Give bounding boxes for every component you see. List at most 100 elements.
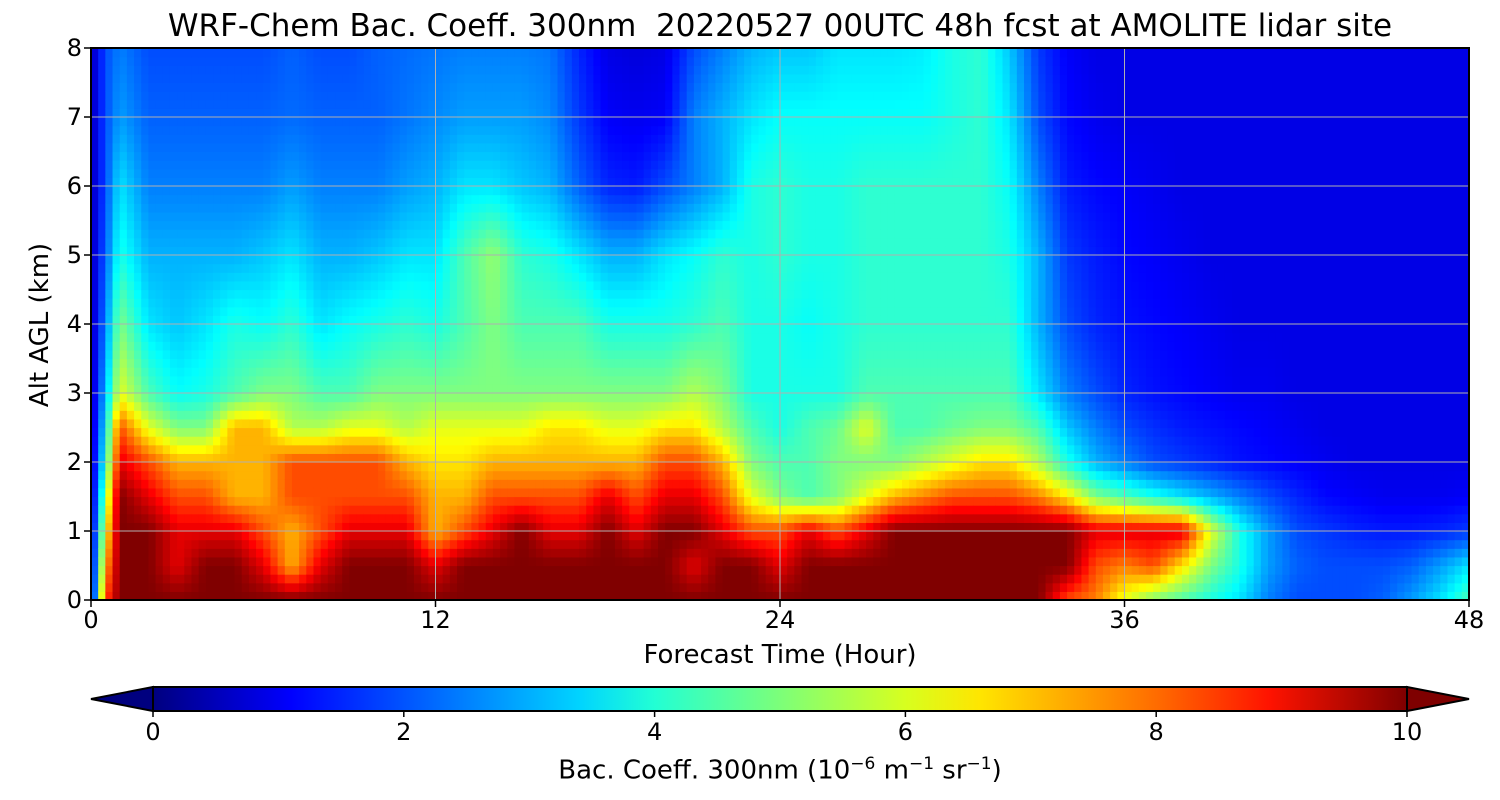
heatmap-cell — [392, 358, 401, 368]
heatmap-cell — [134, 513, 142, 523]
heatmap-cell — [636, 539, 645, 549]
heatmap-cell — [134, 151, 142, 161]
heatmap-cell — [126, 73, 135, 84]
heatmap-cell — [148, 332, 157, 342]
heatmap-cell — [349, 82, 358, 92]
heatmap-cell — [385, 220, 394, 230]
heatmap-cell — [442, 436, 451, 446]
heatmap-cell — [335, 410, 343, 420]
heatmap-cell — [622, 211, 630, 222]
heatmap-cell — [500, 91, 508, 101]
heatmap-cell — [471, 306, 480, 316]
heatmap-cell — [607, 82, 616, 92]
heatmap-cell — [521, 349, 530, 360]
heatmap-cell — [392, 117, 401, 127]
heatmap-cell — [385, 151, 394, 161]
heatmap-cell — [112, 332, 121, 342]
heatmap-cell — [535, 134, 544, 144]
heatmap-cell — [213, 582, 221, 592]
heatmap-cell — [112, 513, 121, 523]
heatmap-cell — [155, 91, 164, 101]
heatmap-cell — [535, 462, 544, 472]
heatmap-cell — [629, 160, 638, 170]
heatmap-cell — [428, 324, 437, 334]
heatmap-cell — [492, 117, 501, 127]
heatmap-cell — [126, 160, 135, 170]
heatmap-cell — [478, 134, 487, 144]
heatmap-cell — [507, 436, 516, 446]
heatmap-cell — [91, 582, 99, 592]
heatmap-cell — [198, 531, 207, 541]
heatmap-cell — [528, 48, 537, 58]
heatmap-cell — [535, 582, 544, 592]
heatmap-cell — [629, 393, 638, 403]
heatmap-cell — [248, 263, 257, 273]
heatmap-cell — [428, 194, 437, 204]
heatmap-cell — [622, 444, 630, 454]
heatmap-cell — [579, 556, 587, 567]
heatmap-cell — [370, 65, 379, 75]
heatmap-cell — [492, 401, 501, 411]
heatmap-cell — [205, 349, 214, 360]
heatmap-cell — [636, 48, 645, 58]
heatmap-cell — [550, 134, 559, 144]
heatmap-cell — [198, 203, 207, 213]
heatmap-cell — [564, 117, 573, 127]
heatmap-cell — [155, 82, 164, 92]
heatmap-cell — [392, 246, 401, 256]
heatmap-cell — [198, 220, 207, 230]
heatmap-cell — [342, 358, 350, 368]
heatmap-cell — [148, 194, 157, 204]
heatmap-cell — [385, 117, 394, 127]
heatmap-cell — [528, 255, 537, 265]
heatmap-cell — [593, 522, 602, 532]
heatmap-cell — [629, 487, 638, 498]
heatmap-cell — [291, 565, 300, 575]
heatmap-cell — [155, 556, 164, 567]
heatmap-cell — [205, 315, 214, 325]
heatmap-cell — [471, 272, 480, 282]
heatmap-cell — [184, 487, 193, 498]
heatmap-cell — [535, 125, 544, 135]
heatmap-cell — [614, 349, 623, 360]
heatmap-cell — [593, 82, 602, 92]
heatmap-cell — [564, 82, 573, 92]
heatmap-cell — [205, 470, 214, 480]
heatmap-cell — [557, 462, 566, 472]
heatmap-cell — [392, 487, 401, 498]
heatmap-cell — [98, 151, 106, 161]
heatmap-cell — [134, 280, 142, 291]
heatmap-cell — [248, 194, 257, 204]
heatmap-cell — [356, 574, 365, 584]
heatmap-cell — [162, 479, 171, 489]
heatmap-cell — [600, 384, 609, 394]
heatmap-cell — [586, 91, 594, 101]
heatmap-cell — [579, 324, 587, 334]
heatmap-cell — [586, 82, 594, 92]
heatmap-cell — [284, 574, 293, 584]
heatmap-cell — [471, 375, 480, 385]
heatmap-cell — [500, 582, 508, 592]
heatmap-cell — [636, 462, 645, 472]
heatmap-cell — [306, 341, 315, 351]
heatmap-cell — [349, 470, 358, 480]
heatmap-cell — [622, 220, 630, 230]
heatmap-cell — [471, 487, 480, 498]
heatmap-cell — [579, 332, 587, 342]
heatmap-cell — [528, 505, 537, 515]
heatmap-cell — [457, 367, 465, 377]
heatmap-cell — [284, 591, 293, 600]
heatmap-cell — [528, 56, 537, 66]
heatmap-cell — [428, 453, 437, 463]
heatmap-cell — [428, 177, 437, 187]
heatmap-cell — [571, 263, 580, 273]
heatmap-cell — [421, 470, 429, 480]
heatmap-cell — [277, 574, 286, 584]
heatmap-cell — [521, 513, 530, 523]
heatmap-cell — [91, 591, 99, 600]
heatmap-cell — [335, 91, 343, 101]
heatmap-cell — [148, 591, 157, 600]
heatmap-cell — [349, 263, 358, 273]
heatmap-cell — [435, 246, 444, 256]
heatmap-cell — [327, 358, 336, 368]
